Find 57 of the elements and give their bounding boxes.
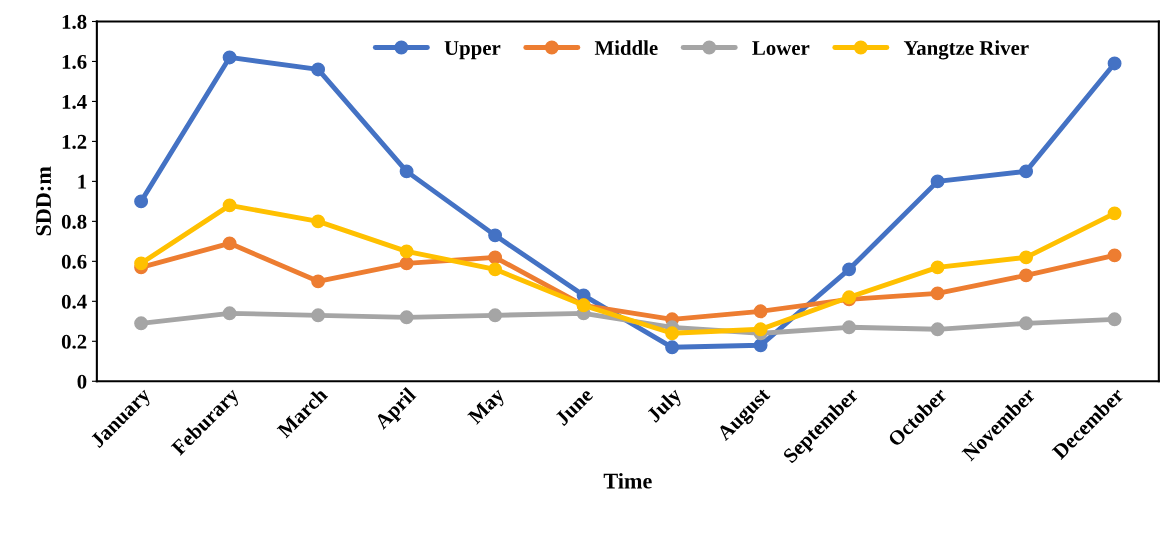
legend-label: Middle bbox=[594, 40, 658, 56]
x-axis-title: Time bbox=[603, 472, 652, 489]
point bbox=[488, 262, 503, 277]
point bbox=[1107, 312, 1122, 327]
point bbox=[399, 256, 414, 271]
point bbox=[222, 306, 237, 321]
point bbox=[311, 274, 326, 289]
point bbox=[311, 62, 326, 77]
point bbox=[753, 322, 768, 337]
point bbox=[134, 256, 149, 271]
point bbox=[930, 260, 945, 275]
point bbox=[1019, 164, 1034, 179]
point bbox=[311, 214, 326, 229]
legend-label: Yangtze River bbox=[903, 40, 1029, 60]
point bbox=[753, 304, 768, 319]
point bbox=[665, 326, 680, 341]
point bbox=[842, 320, 857, 335]
y-tick-label: 0.6 bbox=[61, 254, 87, 269]
point bbox=[399, 164, 414, 179]
legend-label: Upper bbox=[444, 41, 501, 60]
point bbox=[222, 50, 237, 65]
point bbox=[1019, 250, 1034, 265]
point bbox=[399, 310, 414, 325]
point bbox=[930, 174, 945, 189]
point bbox=[842, 262, 857, 277]
point bbox=[488, 308, 503, 323]
point bbox=[753, 338, 768, 353]
y-tick-label: 1 bbox=[78, 174, 87, 189]
point bbox=[1107, 248, 1122, 263]
legend-label: Lower bbox=[752, 41, 810, 56]
y-tick-label: 1.8 bbox=[62, 14, 87, 29]
y-tick-label: 1.2 bbox=[62, 134, 87, 149]
point bbox=[1107, 56, 1122, 71]
point bbox=[222, 236, 237, 251]
point bbox=[134, 316, 149, 331]
y-tick-label: 0.8 bbox=[61, 214, 87, 229]
point bbox=[222, 198, 237, 213]
y-tick-label: 0 bbox=[77, 374, 87, 389]
point bbox=[311, 308, 326, 323]
point bbox=[930, 286, 945, 301]
point bbox=[488, 228, 503, 243]
point bbox=[930, 322, 945, 337]
point bbox=[488, 250, 503, 265]
point bbox=[1019, 268, 1034, 283]
point bbox=[134, 194, 149, 209]
point bbox=[665, 340, 680, 355]
point bbox=[399, 244, 414, 259]
y-tick-label: 1.6 bbox=[62, 54, 87, 69]
point bbox=[1107, 206, 1122, 221]
y-tick-label: 1.4 bbox=[62, 94, 87, 109]
y-axis-title: SDD:m bbox=[36, 166, 52, 236]
y-tick-label: 0.4 bbox=[61, 294, 87, 309]
x-tick-label: July bbox=[645, 386, 686, 426]
x-tick-label: June bbox=[554, 387, 594, 427]
point bbox=[1019, 316, 1034, 331]
y-tick-label: 0.2 bbox=[61, 334, 87, 349]
x-tick-label: May bbox=[467, 386, 509, 428]
